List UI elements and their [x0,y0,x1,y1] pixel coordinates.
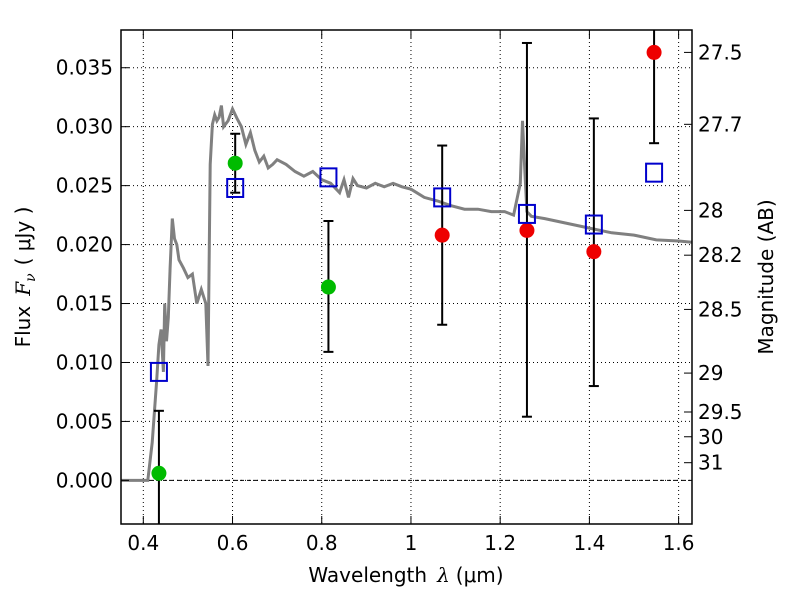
y-axis-subscript: ν [23,273,39,282]
plot-frame [120,29,693,525]
y-axis-title: Flux Fν ( μJy ) [11,207,39,348]
y2-tick-label: 28.5 [698,297,743,321]
x-tick-label: 1.2 [484,531,516,555]
y2-tick-label: 27.5 [698,40,743,64]
x-axis-symbol: λ [436,563,450,587]
red-circle-marker [519,222,535,238]
data-markers [149,44,664,481]
y-tick-label: 0.025 [56,174,113,198]
y-tick-label: 0.000 [56,468,113,492]
green-circle-marker [227,155,243,171]
y-tick-label: 0.005 [56,409,113,433]
y2-tick-label: 28 [698,198,723,222]
x-tick-label: 0.4 [127,531,159,555]
y-tick-label: 0.035 [56,56,113,80]
y2-tick-label: 27.7 [698,112,743,136]
grid-lines [121,30,692,524]
x-tick-label: 1.6 [663,531,695,555]
y2-axis-title: Magnitude (AB) [754,199,778,354]
red-circle-marker [586,244,602,260]
blue-square-marker [645,162,664,183]
x-tick-label: 0.6 [217,531,249,555]
error-bars [153,30,660,524]
y-tick-label: 0.015 [56,292,113,316]
y-axis-unit: ( μJy ) [11,207,35,266]
blue-square-marker [149,361,168,382]
y2-tick-label: 31 [698,451,723,475]
red-circle-marker [434,227,450,243]
x-axis-title: Wavelength λ (μm) [308,563,503,587]
y-tick-label: 0.010 [56,350,113,374]
y-axis-symbol: F [11,281,35,297]
green-circle-marker [151,465,167,481]
model-spectrum-line [121,105,692,482]
y-axis-label: Flux [11,306,35,348]
y2-tick-label: 29 [698,361,723,385]
x-axis-unit: (μm) [456,563,504,587]
blue-square-marker [517,203,536,224]
y-tick-label: 0.020 [56,233,113,257]
green-circle-marker [320,279,336,295]
blue-square-marker [319,167,338,188]
blue-square-marker [226,177,245,198]
y-tick-label: 0.030 [56,115,113,139]
x-tick-label: 0.8 [306,531,338,555]
blue-square-marker [584,214,603,235]
y2-tick-label: 28.2 [698,243,743,267]
y-axis-ticks: 0.000 0.005 0.010 0.015 0.020 0.025 0.030 0.035 [56,56,129,492]
x-axis-ticks: 0.4 0.6 0.8 1 1.2 1.4 1.6 [127,30,695,555]
blue-square-marker [433,187,452,208]
plot-area [121,30,692,524]
x-tick-label: 1 [405,531,418,555]
y2-tick-label: 29.5 [698,400,743,424]
red-circle-marker [646,44,662,60]
y2-tick-label: 30 [698,425,723,449]
x-tick-label: 1.4 [573,531,605,555]
x-axis-label: Wavelength [308,563,427,587]
